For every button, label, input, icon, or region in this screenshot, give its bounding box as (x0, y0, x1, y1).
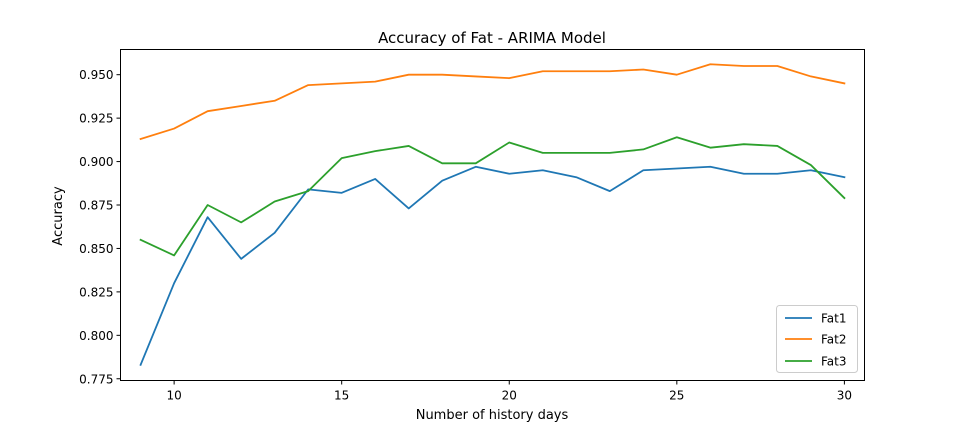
y-tick-label: 0.900 (79, 155, 113, 169)
y-axis-ticks: 0.775 0.800 0.825 0.850 0.875 0.900 0.925 0.950 (79, 68, 121, 386)
series-lines (139, 63, 846, 367)
y-tick-label: 0.925 (79, 112, 113, 126)
series-line-fat3 (139, 136, 846, 257)
y-tick-label: 0.875 (79, 199, 113, 213)
legend-label-fat1: Fat1 (821, 312, 847, 326)
y-axis-label: Accuracy (51, 186, 66, 246)
x-tick-label: 20 (502, 389, 517, 403)
x-tick-label: 30 (837, 389, 852, 403)
legend-label-fat2: Fat2 (821, 333, 847, 347)
y-tick-label: 0.850 (79, 242, 113, 256)
x-axis-ticks: 10 15 20 25 30 (166, 380, 852, 403)
y-tick-label: 0.950 (79, 68, 113, 82)
x-axis-label: Number of history days (416, 408, 569, 423)
series-line-fat1 (139, 165, 846, 367)
y-tick-label: 0.825 (79, 285, 113, 299)
y-tick-label: 0.775 (79, 372, 113, 386)
x-tick-label: 25 (669, 389, 684, 403)
chart-legend: Fat1 Fat2 Fat3 (776, 305, 858, 373)
legend-label-fat3: Fat3 (821, 355, 847, 369)
legend-box (776, 305, 858, 373)
plot-frame (120, 49, 865, 381)
x-tick-label: 15 (334, 389, 349, 403)
series-line-fat2 (139, 63, 846, 141)
y-tick-label: 0.800 (79, 329, 113, 343)
x-tick-label: 10 (166, 389, 181, 403)
chart-title: Accuracy of Fat - ARIMA Model (378, 29, 606, 47)
